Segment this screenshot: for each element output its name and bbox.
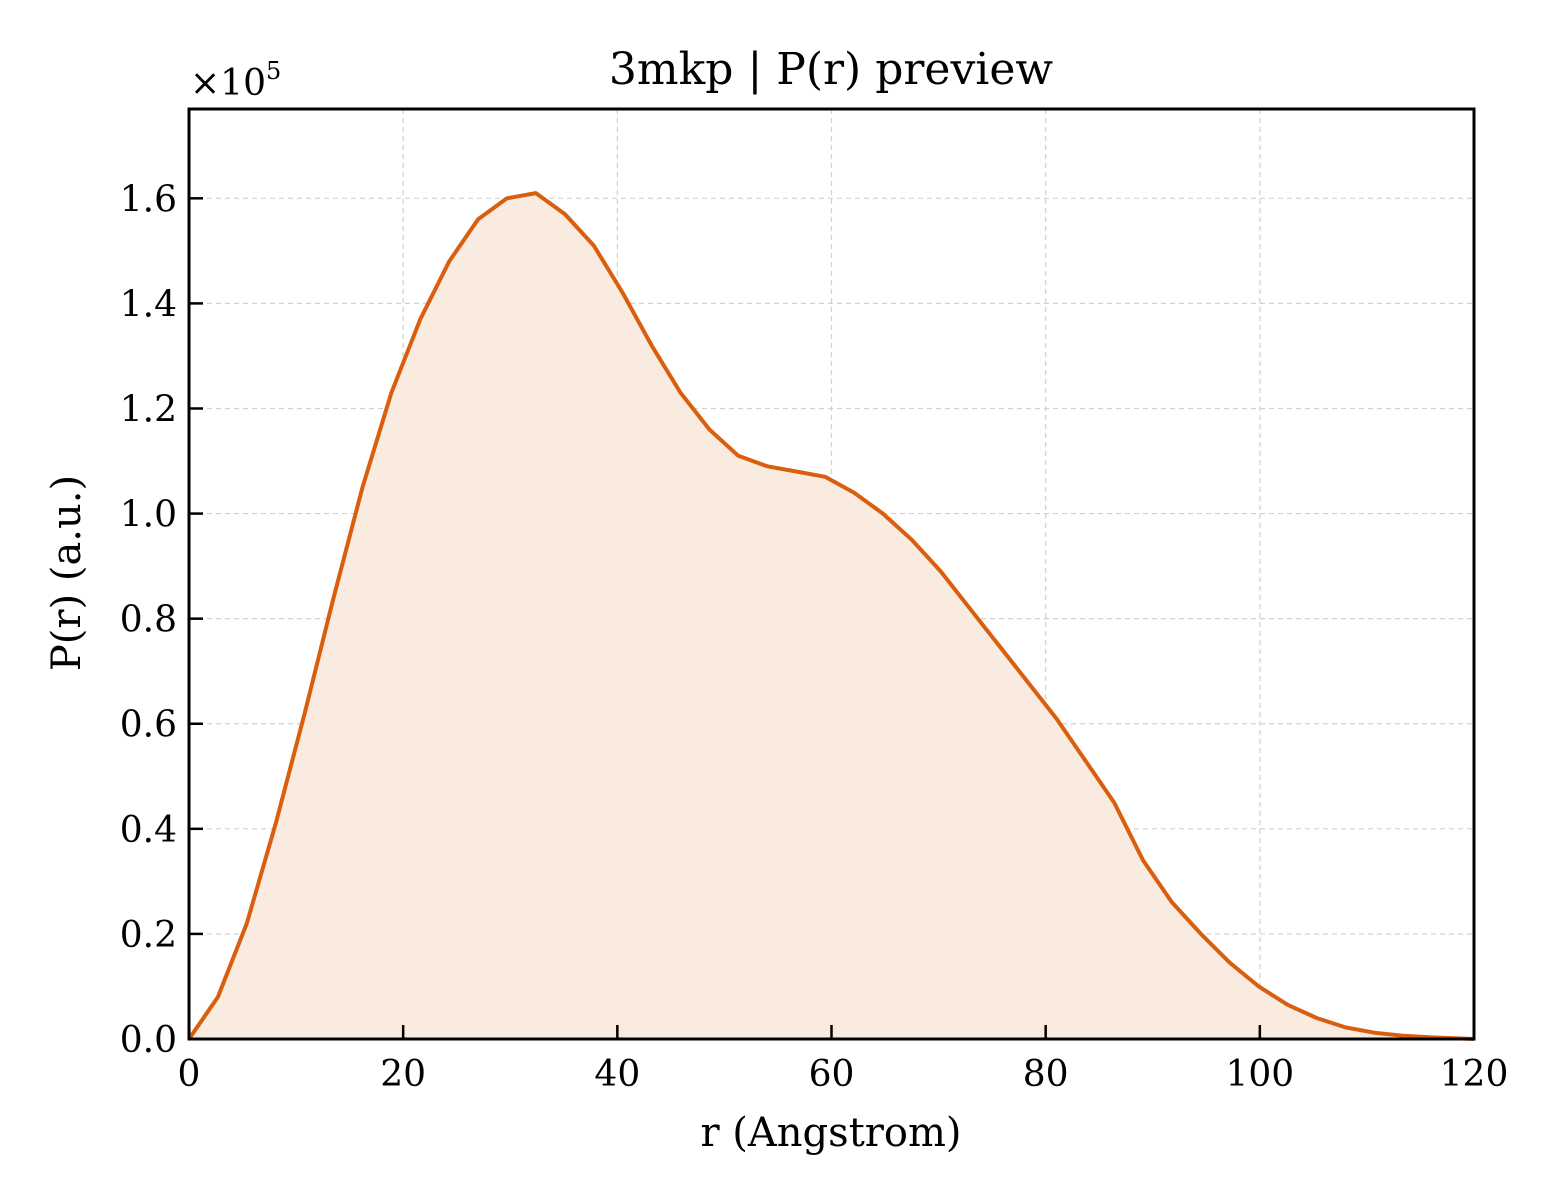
- x-tick-label: 40: [594, 1054, 640, 1095]
- y-tick-label: 0.0: [120, 1020, 177, 1061]
- pr-series-line: [187, 191, 1475, 1041]
- y-multiplier-label: ×105: [190, 57, 281, 104]
- chart-title: 3mkp | P(r) preview: [609, 44, 1054, 95]
- x-tick-label: 100: [1225, 1054, 1294, 1095]
- y-axis-label: P(r) (a.u.): [44, 475, 90, 671]
- x-tick-label: 80: [1023, 1054, 1069, 1095]
- x-tick-label: 120: [1440, 1054, 1509, 1095]
- x-tick-label: 60: [809, 1054, 855, 1095]
- y-tick-label: 1.0: [120, 495, 177, 536]
- y-axis-ticks: 0.0 0.2 0.4 0.6 0.8 1.0 1.2 1.4 1.6: [120, 179, 203, 1061]
- y-tick-label: 1.2: [120, 389, 177, 430]
- y-tick-label: 1.4: [120, 284, 177, 325]
- y-multiplier-exponent: 5: [266, 57, 281, 85]
- y-tick-label: 1.6: [120, 179, 177, 220]
- pr-area-fill: [189, 193, 1474, 1040]
- x-tick-label: 0: [178, 1054, 201, 1095]
- x-axis-ticks: 0 20 40 60 80 100 120: [178, 1025, 1509, 1095]
- y-tick-label: 0.2: [120, 915, 177, 956]
- y-tick-label: 0.8: [120, 600, 177, 641]
- y-multiplier-base: ×10: [190, 63, 266, 104]
- x-tick-label: 20: [380, 1054, 426, 1095]
- y-tick-label: 0.4: [120, 810, 177, 851]
- x-axis-label: r (Angstrom): [700, 1110, 961, 1156]
- y-tick-label: 0.6: [120, 705, 177, 746]
